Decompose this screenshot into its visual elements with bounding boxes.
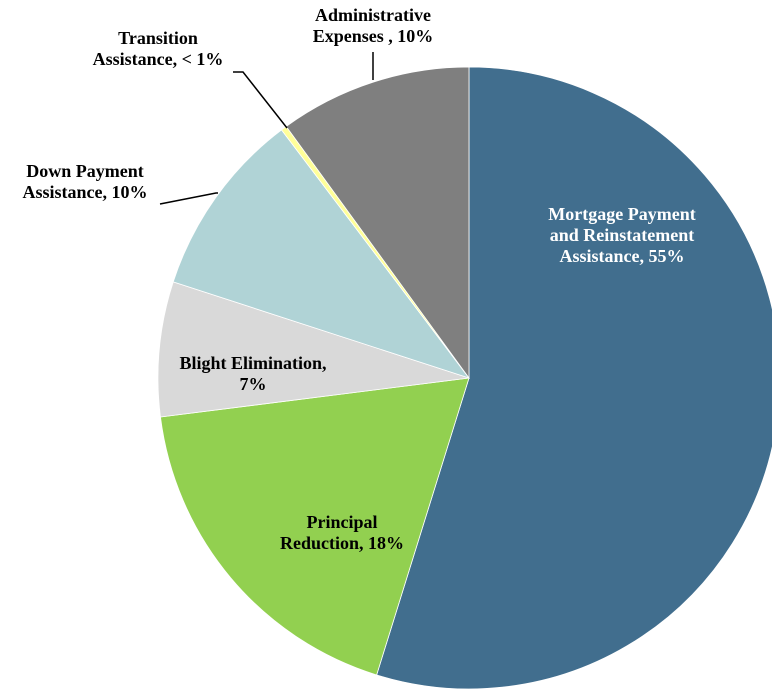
slice-label-blight-elimination: Blight Elimination, 7% — [179, 353, 326, 394]
slice-label-line: Administrative — [315, 5, 431, 25]
slice-label-principal-reduction: Principal Reduction, 18% — [280, 512, 404, 553]
slice-label-line: Assistance, 10% — [23, 182, 148, 202]
slice-label-mortgage-payment-and-reinstatement-assistance: Mortgage Payment and Reinstatement Assista… — [548, 204, 695, 266]
slice-label-line: Assistance, < 1% — [93, 49, 224, 69]
slice-label-line: Down Payment — [26, 161, 144, 181]
pie-slice-down-payment-assistance — [172, 129, 471, 379]
slice-label-line: Blight Elimination, — [179, 353, 326, 373]
slice-label-down-payment-assistance: Down Payment Assistance, 10% — [23, 161, 148, 202]
slice-label-line: Reduction, 18% — [280, 533, 404, 553]
slice-label-line: and Reinstatement — [550, 225, 695, 245]
slice-label-line: Principal — [307, 512, 378, 532]
leader-line-transition-assistance — [233, 71, 288, 129]
slice-label-line: 7% — [240, 374, 267, 394]
pie-slice-administrative-expenses — [285, 66, 470, 380]
slice-labels: Mortgage Payment and Reinstatement Assista… — [23, 5, 696, 553]
slice-label-line: Assistance, 55% — [560, 246, 685, 266]
pie-slice-mortgage-payment-and-reinstatement-assistance — [376, 66, 772, 689]
leader-lines — [159, 52, 374, 205]
slice-label-line: Transition — [118, 28, 198, 48]
slice-label-line: Expenses , 10% — [313, 26, 434, 46]
slice-label-transition-assistance: Transition Assistance, < 1% — [93, 28, 224, 69]
slice-label-administrative-expenses: Administrative Expenses , 10% — [313, 5, 434, 46]
pie-slice-principal-reduction — [160, 377, 470, 676]
leader-line-down-payment-assistance — [159, 192, 218, 205]
pie-slices — [157, 66, 772, 689]
slice-label-line: Mortgage Payment — [548, 204, 695, 224]
pie-slice-blight-elimination — [157, 281, 470, 418]
